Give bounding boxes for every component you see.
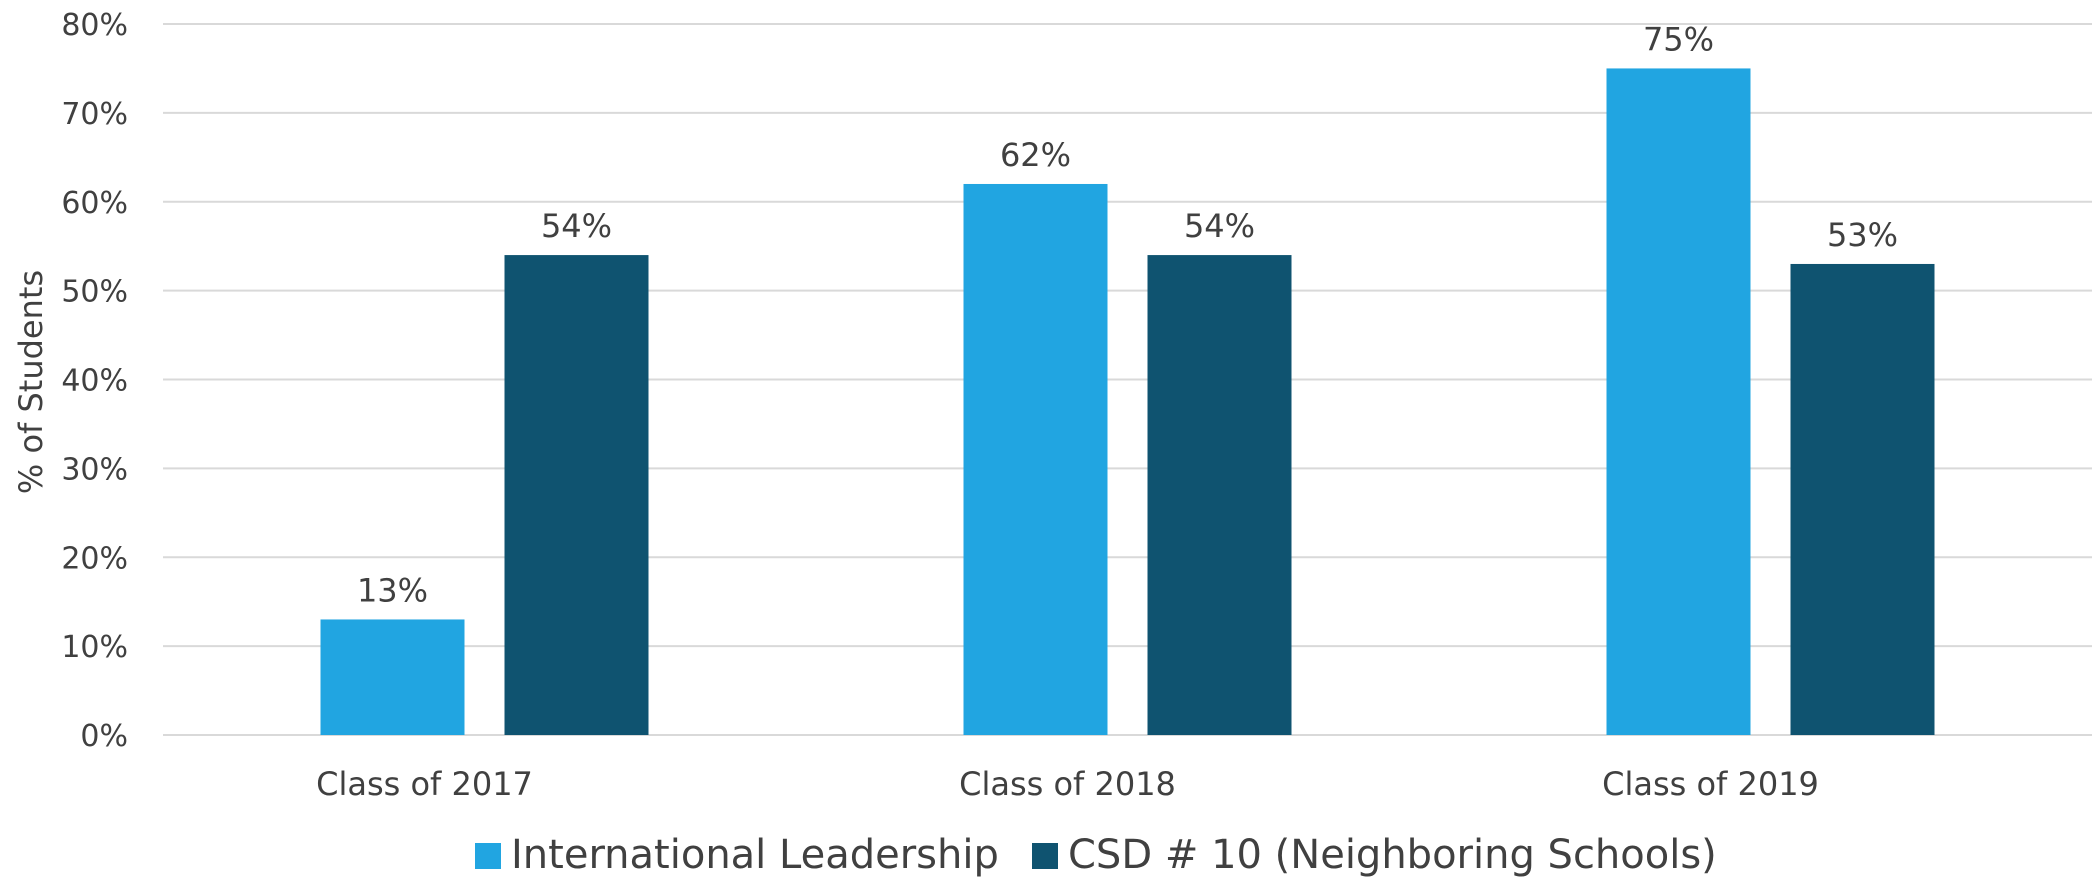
bar-csd-10-2 bbox=[1147, 255, 1292, 735]
gridlines bbox=[163, 23, 2092, 736]
data-label: 53% bbox=[1827, 216, 1898, 254]
y-tick-label: 20% bbox=[61, 541, 128, 576]
data-label: 54% bbox=[541, 207, 612, 245]
y-tick-label: 70% bbox=[61, 97, 128, 132]
bar-international-leadership-3 bbox=[1606, 68, 1751, 735]
data-label: 75% bbox=[1643, 20, 1714, 58]
legend: International Leadership CSD # 10 (Neighb… bbox=[475, 832, 1717, 878]
x-category-label: Class of 2018 bbox=[959, 765, 1176, 803]
x-axis-categories: Class of 2017 Class of 2018 Class of 2019 bbox=[316, 765, 1819, 803]
y-tick-label: 0% bbox=[80, 719, 128, 754]
bar-international-leadership-2 bbox=[963, 183, 1108, 736]
y-tick-label: 30% bbox=[61, 452, 128, 487]
legend-label: CSD # 10 (Neighboring Schools) bbox=[1068, 832, 1717, 878]
data-labels: 13% 54% 62% 54% 75% 53% bbox=[357, 20, 1898, 609]
x-category-label: Class of 2017 bbox=[316, 765, 533, 803]
bars bbox=[320, 68, 1935, 736]
x-category-label: Class of 2019 bbox=[1602, 765, 1819, 803]
data-label: 54% bbox=[1184, 207, 1255, 245]
data-label: 13% bbox=[357, 571, 428, 609]
bar-international-leadership-1 bbox=[320, 619, 465, 735]
y-axis-ticks: 0% 10% 20% 30% 40% 50% 60% 70% 80% bbox=[61, 8, 128, 754]
y-tick-label: 50% bbox=[61, 275, 128, 310]
y-tick-label: 40% bbox=[61, 364, 128, 399]
y-tick-label: 60% bbox=[61, 186, 128, 221]
data-label: 62% bbox=[1000, 136, 1071, 174]
bar-csd-10-1 bbox=[504, 255, 649, 735]
legend-swatch bbox=[1032, 843, 1058, 869]
legend-label: International Leadership bbox=[511, 832, 999, 878]
y-tick-label: 80% bbox=[61, 8, 128, 43]
legend-swatch bbox=[475, 843, 501, 869]
y-tick-label: 10% bbox=[61, 630, 128, 665]
y-axis-title: % of Students bbox=[12, 270, 50, 494]
bar-csd-10-3 bbox=[1790, 263, 1935, 735]
